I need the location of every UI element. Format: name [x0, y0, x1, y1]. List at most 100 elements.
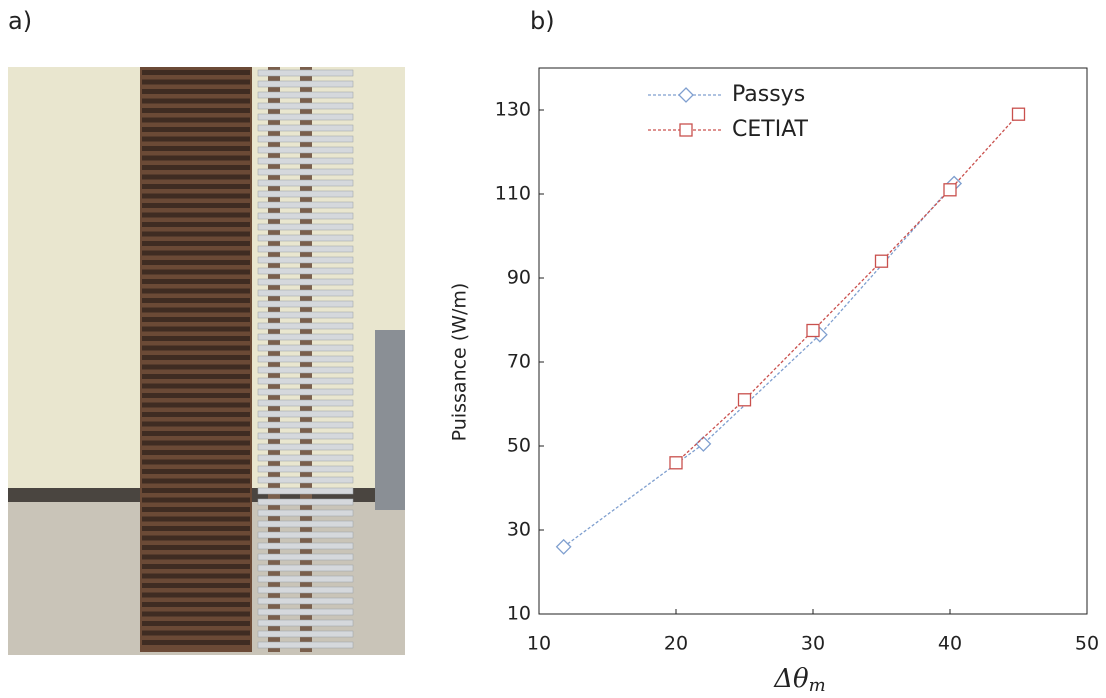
fin [142, 127, 250, 132]
fin [257, 520, 354, 528]
fin [257, 245, 354, 253]
fin [257, 355, 354, 363]
fin [142, 469, 250, 474]
fin [142, 241, 250, 246]
fin [257, 641, 354, 649]
fin [257, 531, 354, 539]
fin [257, 91, 354, 99]
fin [257, 399, 354, 407]
x-tick-label: 50 [1075, 633, 1099, 655]
y-tick-label: 30 [507, 519, 531, 541]
fin [257, 465, 354, 473]
fin [257, 212, 354, 220]
fin [257, 146, 354, 154]
fin [142, 298, 250, 303]
y-tick-label: 130 [495, 99, 531, 121]
fin [142, 478, 250, 484]
fin [257, 157, 354, 165]
fin [257, 476, 354, 484]
fin [257, 168, 354, 176]
fin [142, 193, 250, 199]
fin [142, 70, 250, 75]
data-point [669, 456, 683, 470]
fin [142, 79, 250, 85]
fin [142, 326, 250, 332]
fin [142, 146, 250, 151]
fin [257, 410, 354, 418]
data-point [806, 323, 820, 338]
fin [257, 124, 354, 132]
fin [142, 440, 250, 446]
fin [142, 393, 250, 398]
y-tick-label: 10 [507, 603, 531, 625]
data-point [874, 254, 889, 268]
panel-label: a) [8, 7, 32, 35]
fin [257, 509, 354, 517]
fin [142, 564, 250, 569]
fin [142, 364, 250, 370]
panel-label: b) [530, 7, 555, 35]
fin [142, 459, 250, 465]
fin [257, 487, 354, 495]
data-point [1011, 107, 1026, 121]
fin [257, 432, 354, 440]
fin [257, 322, 354, 330]
fin [142, 317, 250, 322]
fin [257, 135, 354, 143]
fin [142, 450, 250, 455]
fin [257, 344, 354, 352]
fin [257, 608, 354, 616]
fin [257, 234, 354, 242]
y-tick-label: 90 [507, 267, 531, 289]
fin [257, 443, 354, 451]
fin [142, 497, 250, 503]
fin [142, 336, 250, 341]
fin [257, 597, 354, 605]
fin [257, 102, 354, 110]
fin [257, 69, 354, 77]
fin [257, 498, 354, 506]
fin [142, 345, 250, 351]
fin [257, 267, 354, 275]
fin [257, 542, 354, 550]
legend-label: CETIAT [732, 117, 809, 142]
fin [142, 640, 250, 645]
fin [142, 516, 250, 522]
fin [142, 212, 250, 218]
x-tick-label: 10 [527, 633, 551, 655]
fin [142, 374, 250, 379]
fin [142, 89, 250, 94]
fin [257, 80, 354, 88]
fin [257, 256, 354, 264]
fin [257, 377, 354, 385]
fin [142, 583, 250, 588]
fin [142, 117, 250, 123]
fin [142, 250, 250, 256]
x-axis-label: Δθm [773, 664, 826, 696]
fin [142, 602, 250, 607]
fin [142, 269, 250, 275]
fin [142, 545, 250, 550]
fin [142, 155, 250, 161]
fin [142, 231, 250, 237]
x-tick-label: 20 [664, 633, 688, 655]
y-tick-label: 50 [507, 435, 531, 457]
fin [142, 136, 250, 142]
fin [142, 554, 250, 560]
fin [257, 366, 354, 374]
fin [142, 573, 250, 579]
fin [257, 553, 354, 561]
fin [142, 592, 250, 598]
data-point [555, 538, 572, 555]
fin [257, 113, 354, 121]
fin [257, 564, 354, 572]
fin [257, 289, 354, 297]
series-line [675, 113, 1019, 464]
fin [257, 333, 354, 341]
fin [142, 260, 250, 265]
fin [257, 201, 354, 209]
data-point [943, 183, 957, 197]
fin [142, 611, 250, 617]
fin [142, 165, 250, 170]
